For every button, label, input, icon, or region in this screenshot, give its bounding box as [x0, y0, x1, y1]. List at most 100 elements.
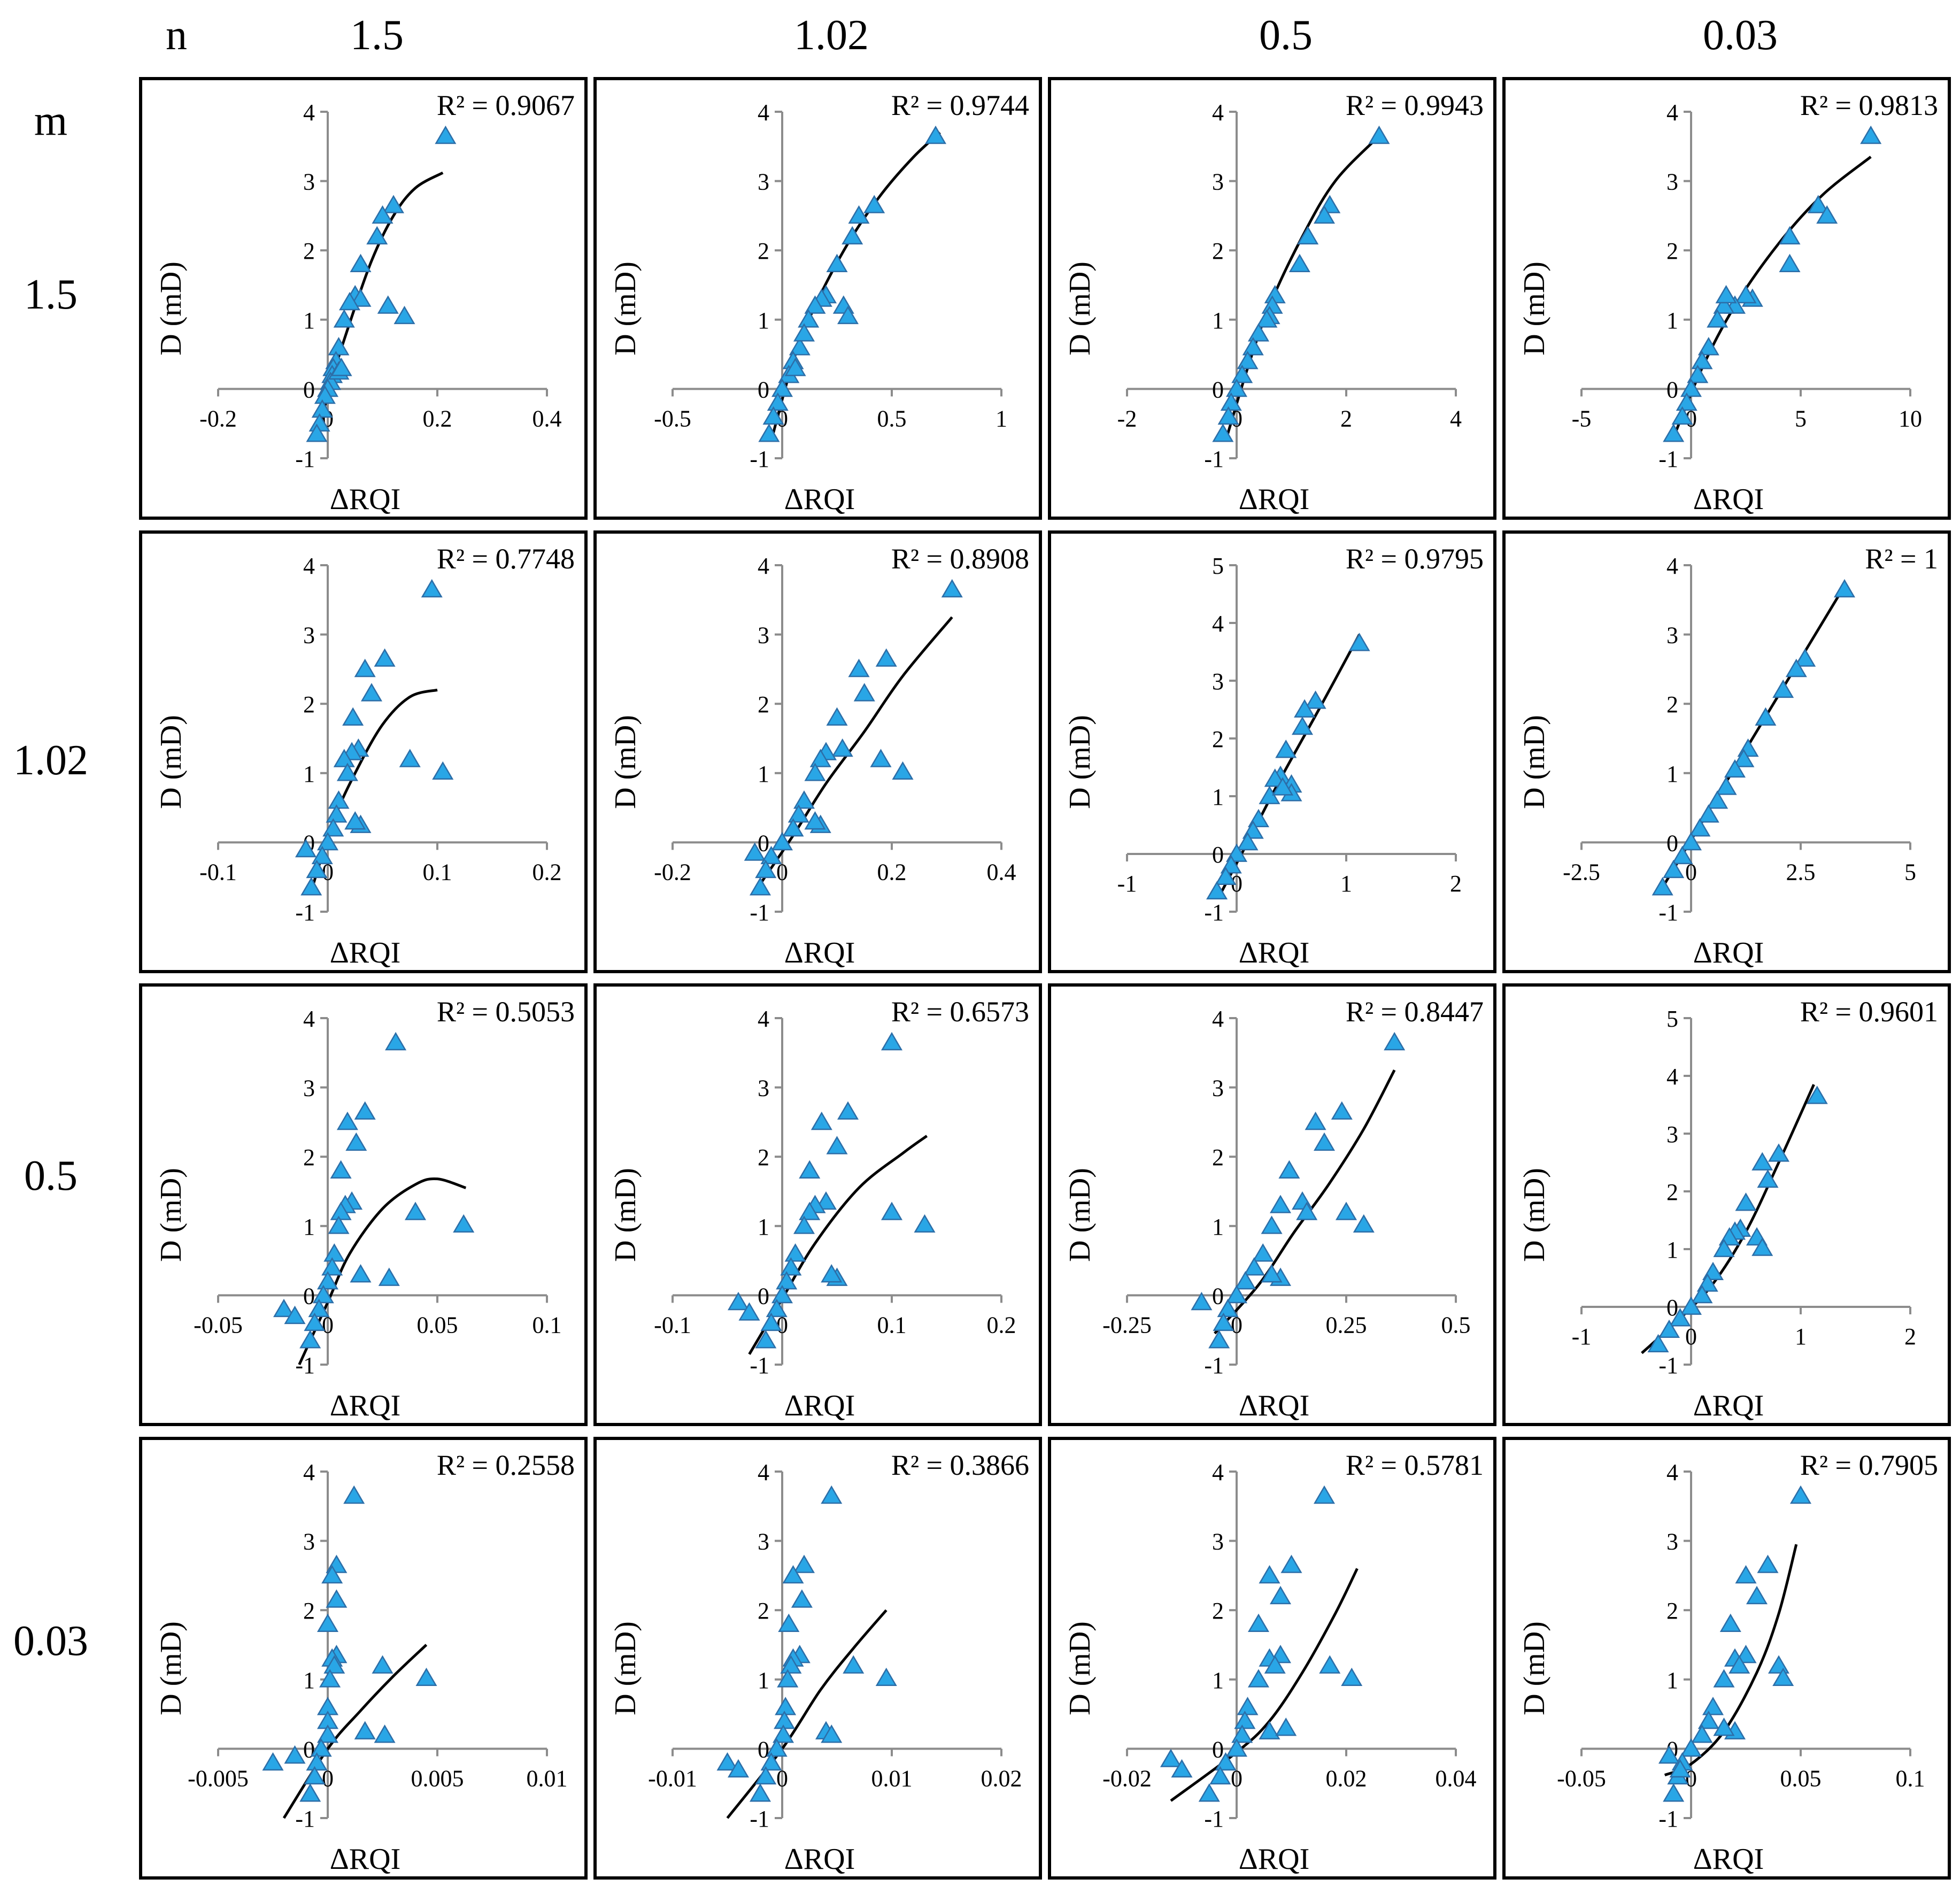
subplot-frame: [1048, 983, 1496, 1426]
data-point: [1680, 831, 1702, 851]
y-axis-label: D (mD): [155, 1168, 188, 1262]
data-point: [760, 1752, 782, 1771]
y-tick-label: 2: [758, 691, 769, 718]
y-tick-label: 5: [1212, 553, 1224, 579]
y-tick-label: -1: [750, 446, 769, 472]
y-tick-label: 1: [1212, 784, 1224, 810]
y-tick-label: 4: [1666, 1459, 1678, 1485]
x-tick-label: 0.2: [987, 1312, 1016, 1338]
data-point: [336, 1111, 358, 1130]
data-point: [941, 579, 963, 598]
y-tick-label: 1: [303, 307, 315, 334]
data-point: [317, 831, 339, 851]
x-tick-label: 0.1: [423, 859, 452, 885]
data-point: [755, 859, 777, 879]
r-squared-label: R² = 0.6573: [891, 996, 1029, 1028]
data-point: [1779, 253, 1801, 272]
data-point: [354, 658, 376, 677]
data-point: [1751, 1152, 1773, 1171]
data-point: [1213, 1312, 1234, 1331]
y-tick-label: 1: [1666, 1237, 1678, 1263]
data-point: [773, 1724, 794, 1743]
y-tick-label: 0: [303, 1283, 315, 1309]
data-point: [782, 818, 804, 837]
data-point: [1671, 845, 1693, 865]
subplot-frame: [593, 530, 1042, 973]
y-tick-label: 4: [758, 1459, 769, 1485]
data-point: [755, 1766, 777, 1785]
y-tick-label: -1: [1658, 899, 1678, 926]
data-point: [1384, 1031, 1406, 1051]
y-tick-label: 0: [758, 830, 769, 856]
data-point: [1278, 1160, 1300, 1179]
data-point: [1217, 406, 1239, 425]
data-point: [1779, 226, 1801, 245]
data-point: [1785, 658, 1807, 677]
data-point: [1772, 1667, 1794, 1687]
y-tick-label: 2: [758, 238, 769, 264]
y-tick-label: 4: [1666, 1064, 1678, 1090]
data-point: [262, 1752, 284, 1771]
data-point: [333, 749, 355, 767]
y-tick-label: 4: [1666, 553, 1678, 579]
data-point: [1768, 1143, 1790, 1162]
y-tick-label: 3: [758, 169, 769, 195]
r-squared-label: R² = 0.7748: [437, 543, 575, 575]
x-tick-label: 0: [1685, 405, 1697, 432]
data-point: [1252, 1243, 1274, 1262]
y-tick-label: 3: [758, 1529, 769, 1555]
x-tick-label: 0: [322, 1765, 334, 1791]
y-tick-label: 4: [1212, 1006, 1224, 1032]
data-point: [360, 683, 383, 702]
x-tick-label: 0.1: [533, 1312, 562, 1338]
data-point: [1789, 1485, 1812, 1504]
y-tick-label: -1: [295, 446, 315, 472]
y-tick-label: 4: [758, 553, 769, 579]
n-value-2: 1.02: [794, 12, 869, 59]
x-tick-label: -0.1: [199, 859, 237, 885]
data-point: [1191, 1291, 1213, 1311]
data-point: [345, 1132, 367, 1151]
data-point: [1297, 226, 1319, 245]
data-point: [826, 707, 848, 726]
data-point: [1234, 1711, 1256, 1729]
data-point: [1319, 1655, 1341, 1674]
data-point: [321, 1565, 343, 1584]
data-point: [435, 125, 457, 144]
data-point: [799, 1160, 821, 1179]
n-header: n: [166, 12, 187, 59]
data-point: [749, 1783, 771, 1802]
y-axis-label: D (mD): [609, 715, 642, 809]
x-tick-label: 0: [776, 859, 788, 885]
m-value-3: 0.5: [24, 1152, 78, 1199]
x-tick-label: 4: [1450, 405, 1462, 432]
data-point: [1294, 699, 1316, 718]
y-tick-label: 2: [1212, 238, 1224, 264]
x-tick-label: 0.2: [877, 859, 907, 885]
data-point: [1663, 859, 1685, 879]
x-axis-label: ΔRQI: [784, 936, 855, 969]
y-tick-label: 1: [758, 1214, 769, 1240]
data-point: [780, 1655, 802, 1674]
data-point: [811, 1111, 832, 1130]
n-value-3: 0.5: [1259, 12, 1313, 59]
data-point: [843, 1655, 865, 1674]
x-tick-label: 0: [776, 1312, 788, 1338]
data-point: [1680, 1296, 1702, 1315]
data-point: [330, 358, 352, 376]
r-squared-label: R² = 0.2558: [437, 1449, 575, 1481]
data-point: [1691, 1284, 1713, 1304]
data-point: [317, 1724, 339, 1743]
y-axis-label: D (mD): [609, 1621, 642, 1715]
data-point: [799, 1202, 821, 1220]
data-point: [793, 1215, 815, 1234]
y-tick-label: 2: [1212, 726, 1224, 752]
data-point: [330, 1160, 352, 1179]
x-tick-label: 0.5: [877, 405, 907, 432]
data-point: [749, 877, 771, 896]
data-point: [1735, 284, 1757, 304]
y-tick-label: -1: [295, 1806, 315, 1832]
x-axis-label: ΔRQI: [1239, 483, 1309, 516]
